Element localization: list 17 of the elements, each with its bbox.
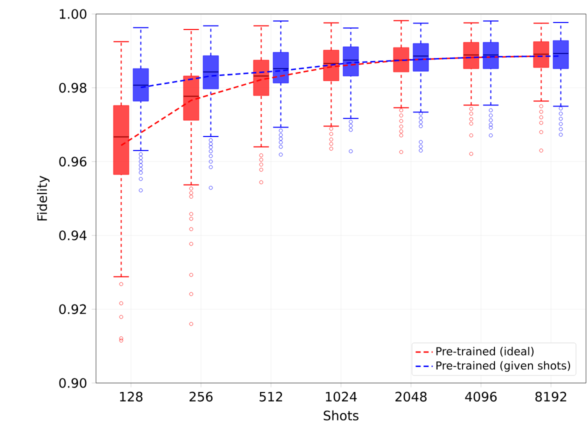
- y-tick-label: 1.00: [60, 9, 86, 19]
- x-tick-label: 256: [190, 392, 213, 402]
- y-tick-label: 0.96: [59, 156, 86, 166]
- y-axis-title: Fidelity: [37, 176, 50, 220]
- legend-label: Pre-trained (ideal): [436, 346, 534, 357]
- x-tick-label: 2048: [395, 392, 427, 402]
- y-tick-label: 0.98: [59, 82, 86, 93]
- x-tick-label: 1024: [326, 392, 357, 402]
- x-tick-label: 512: [260, 392, 282, 402]
- y-tick-label: 0.90: [59, 378, 86, 388]
- legend-label: Pre-trained (given shots): [436, 361, 570, 372]
- y-tick-label: 0.94: [59, 230, 86, 240]
- x-axis-title: Shots: [324, 410, 358, 420]
- x-tick-label: 128: [120, 392, 142, 402]
- y-tick-label: 0.92: [59, 304, 86, 314]
- x-tick-label: 8192: [535, 392, 566, 402]
- x-tick-label: 4096: [465, 392, 497, 402]
